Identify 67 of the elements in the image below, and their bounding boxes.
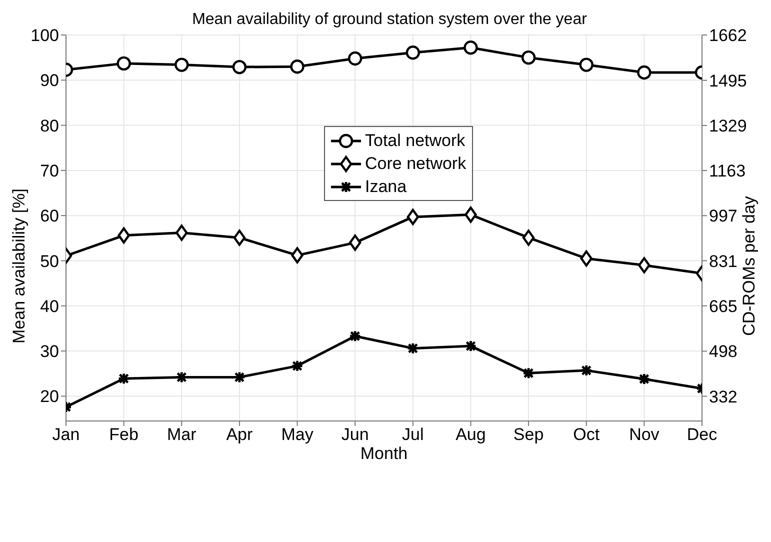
point bbox=[637, 65, 652, 80]
x-tick-label: Nov bbox=[629, 425, 660, 444]
chart-title: Mean availability of ground station system over the year bbox=[192, 11, 588, 28]
point bbox=[406, 208, 420, 226]
point bbox=[522, 366, 535, 380]
y2-tick-label: 1662 bbox=[709, 26, 747, 46]
y2-tick-label: 1495 bbox=[709, 71, 747, 90]
y2-tick-label: 831 bbox=[709, 252, 738, 271]
point bbox=[348, 234, 362, 251]
legend-label: Izana bbox=[365, 176, 407, 196]
legend-label: Total network bbox=[365, 130, 466, 150]
point bbox=[406, 342, 420, 355]
point bbox=[521, 50, 536, 65]
x-tick-label: Jun bbox=[341, 425, 369, 444]
x-tick-label: Feb bbox=[109, 425, 138, 444]
y-tick-label: 40 bbox=[40, 296, 59, 316]
y-tick-label: 70 bbox=[40, 161, 59, 180]
y-tick-label: 20 bbox=[40, 387, 59, 406]
point bbox=[233, 230, 246, 246]
x-tick-label: Jan bbox=[52, 425, 80, 444]
x-tick-label: Oct bbox=[573, 425, 600, 444]
point bbox=[638, 257, 650, 274]
y2-axis-title: CD-ROMs per day bbox=[739, 196, 758, 336]
x-tick-label: May bbox=[281, 425, 314, 444]
y-tick-label: 50 bbox=[40, 252, 59, 271]
x-tick-label: Aug bbox=[456, 425, 486, 444]
point bbox=[638, 372, 650, 386]
y2-tick-label: 1329 bbox=[709, 116, 747, 136]
x-tick-label: Sep bbox=[513, 425, 544, 444]
y2-tick-label: 1163 bbox=[709, 162, 746, 181]
x-tick-label: Mar bbox=[166, 425, 197, 444]
x-tick-label: Jul bbox=[402, 425, 424, 444]
point bbox=[232, 60, 247, 74]
point bbox=[464, 206, 477, 223]
y-axis-title: Mean availability [%] bbox=[9, 188, 28, 344]
y-tick-label: 30 bbox=[40, 342, 59, 362]
point bbox=[174, 58, 189, 72]
point bbox=[233, 371, 246, 384]
y2-tick-label: 665 bbox=[709, 296, 738, 316]
point bbox=[348, 330, 362, 342]
point bbox=[464, 340, 477, 352]
point bbox=[579, 58, 594, 72]
point bbox=[580, 250, 592, 267]
point bbox=[290, 60, 304, 74]
point bbox=[176, 224, 188, 241]
point bbox=[118, 372, 130, 385]
point bbox=[175, 371, 188, 384]
y2-tick-label: 997 bbox=[709, 206, 738, 226]
point bbox=[291, 360, 304, 372]
legend-label: Core network bbox=[365, 154, 466, 174]
x-axis-title: Month bbox=[360, 444, 408, 463]
point bbox=[464, 40, 478, 55]
point bbox=[116, 56, 131, 71]
y-tick-label: 90 bbox=[40, 71, 59, 90]
point bbox=[291, 247, 304, 264]
point bbox=[580, 364, 593, 377]
point bbox=[118, 227, 130, 244]
point bbox=[522, 230, 535, 246]
x-tick-label: Dec bbox=[686, 425, 718, 444]
y2-tick-label: 332 bbox=[709, 387, 738, 406]
point bbox=[348, 51, 362, 66]
x-tick-label: Apr bbox=[226, 425, 254, 444]
y-tick-label: 60 bbox=[40, 206, 59, 226]
point bbox=[406, 46, 420, 60]
y-tick-label: 80 bbox=[40, 116, 59, 136]
y-tick-label: 100 bbox=[30, 26, 59, 46]
y2-tick-label: 498 bbox=[709, 342, 738, 362]
